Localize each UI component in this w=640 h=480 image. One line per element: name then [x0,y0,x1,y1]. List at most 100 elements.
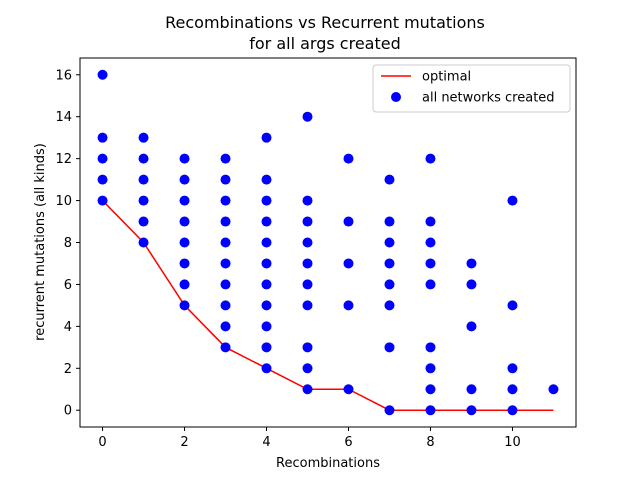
scatter-point [507,300,518,311]
scatter-point [261,363,272,374]
scatter-point [343,384,354,395]
scatter-point [179,174,190,185]
scatter-point [384,300,395,311]
scatter-point [97,69,108,80]
scatter-point [425,363,436,374]
scatter-point [302,258,313,269]
scatter-point [220,258,231,269]
y-tick-label: 6 [64,278,72,293]
scatter-point [179,216,190,227]
scatter-point [466,279,477,290]
x-tick-label: 10 [504,435,521,450]
y-tick-label: 16 [55,68,72,83]
scatter-point [466,384,477,395]
scatter-point [302,300,313,311]
scatter-point [261,216,272,227]
plot-area [97,69,559,416]
scatter-point [220,279,231,290]
scatter-point [384,258,395,269]
scatter-point [425,342,436,353]
scatter-point [302,237,313,248]
scatter-point [179,300,190,311]
scatter-point [343,153,354,164]
scatter-point [220,195,231,206]
scatter-point [384,405,395,416]
scatter-point [507,405,518,416]
scatter-point [302,111,313,122]
series-line-optimal [102,200,554,411]
scatter-point [261,342,272,353]
legend-label-networks: all networks created [422,91,555,106]
legend: optimal all networks created [372,64,571,113]
scatter-point [261,321,272,332]
scatter-point [343,258,354,269]
scatter-point [466,321,477,332]
scatter-point [548,384,559,395]
scatter-point [261,237,272,248]
scatter-point [302,342,313,353]
scatter-point [425,258,436,269]
x-tick-label: 0 [98,435,106,450]
x-tick-label: 2 [180,435,188,450]
scatter-point [466,258,477,269]
scatter-point [384,279,395,290]
scatter-point [302,195,313,206]
scatter-point [425,384,436,395]
scatter-point [384,174,395,185]
scatter-point [220,216,231,227]
scatter-point [220,342,231,353]
scatter-point [302,363,313,374]
y-tick-label: 12 [55,152,72,167]
y-tick-label: 4 [64,320,72,335]
scatter-point [384,342,395,353]
x-tick-label: 4 [262,435,270,450]
scatter-point [220,300,231,311]
scatter-point [507,195,518,206]
x-axis-ticks: 0 2 4 6 8 10 [98,427,521,450]
scatter-point [179,237,190,248]
scatter-point [343,216,354,227]
x-axis-label: Recombinations [276,456,380,471]
scatter-point [220,174,231,185]
scatter-point [425,153,436,164]
y-tick-label: 2 [64,362,72,377]
scatter-point [97,153,108,164]
scatter-point [179,195,190,206]
chart-title: Recombinations vs Recurrent mutations [165,13,485,32]
legend-box [372,64,571,113]
scatter-point [466,405,477,416]
y-tick-label: 10 [55,194,72,209]
scatter-point [138,132,149,143]
y-axis-ticks: 0 2 4 6 8 10 12 14 16 [55,68,80,419]
scatter-point [261,279,272,290]
scatter-point [425,279,436,290]
chart-subtitle: for all args created [249,34,401,53]
scatter-point [261,258,272,269]
scatter-point [425,237,436,248]
scatter-point [97,195,108,206]
scatter-point [97,132,108,143]
scatter-point [138,174,149,185]
scatter-point [179,258,190,269]
scatter-point [261,300,272,311]
scatter-point [179,153,190,164]
legend-marker-swatch [391,92,401,102]
scatter-point [425,216,436,227]
scatter-point [220,321,231,332]
scatter-point [302,216,313,227]
y-tick-label: 14 [55,110,72,125]
scatter-point [138,153,149,164]
x-tick-label: 6 [344,435,352,450]
y-axis-label: recurrent mutations (all kinds) [33,143,48,341]
scatter-point [384,237,395,248]
scatter-point [384,216,395,227]
scatter-point [261,174,272,185]
scatter-point [138,195,149,206]
y-tick-label: 0 [64,404,72,419]
scatter-point [138,216,149,227]
y-tick-label: 8 [64,236,72,251]
scatter-point [261,195,272,206]
x-tick-label: 8 [426,435,434,450]
scatter-point [97,174,108,185]
